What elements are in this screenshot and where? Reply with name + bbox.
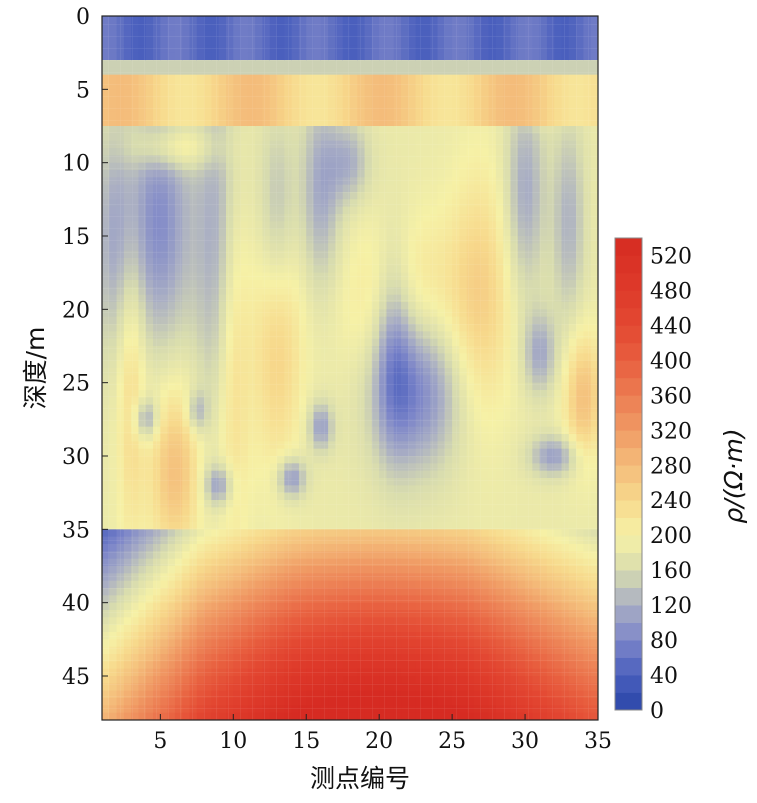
plot-area (102, 16, 598, 720)
